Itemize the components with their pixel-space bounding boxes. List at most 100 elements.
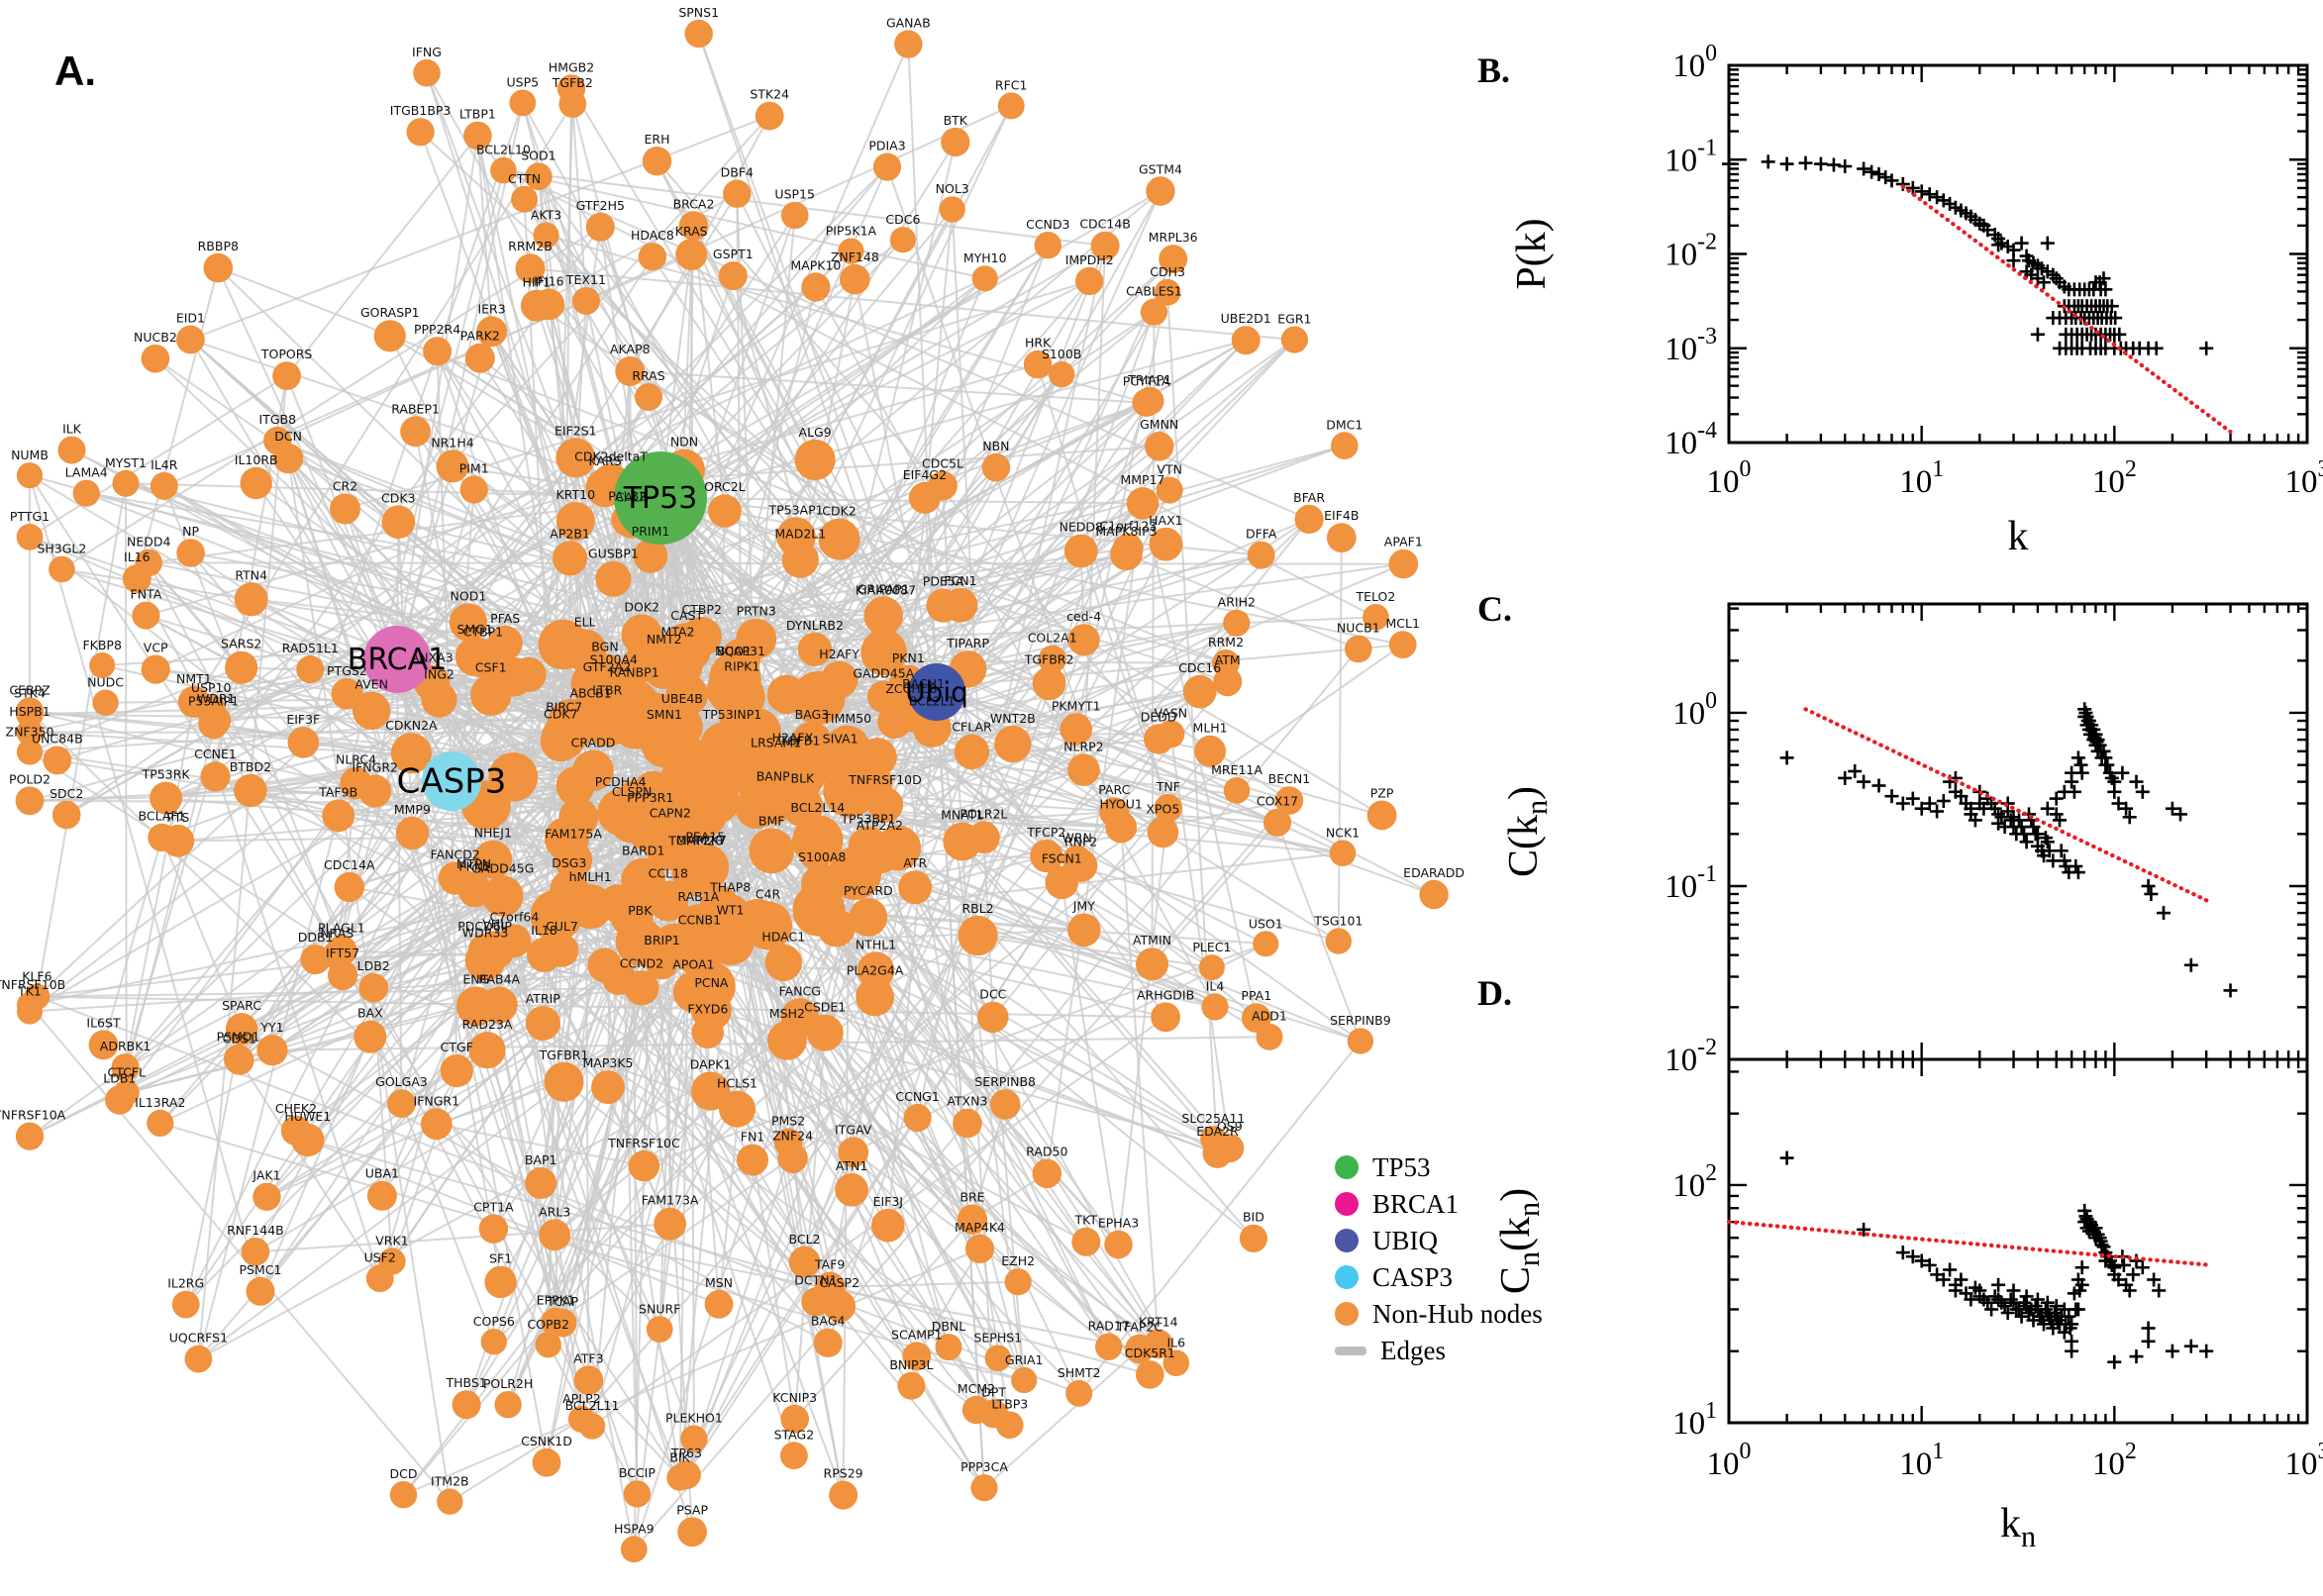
network-node [1136,948,1168,981]
node-label: TGFB1 [778,734,820,748]
node-swatch-icon [1335,1192,1359,1216]
node-label: NTHL1 [856,937,896,951]
node-label: MLH1 [1193,721,1228,736]
network-node [177,686,210,718]
node-label: ARHGDIB [1137,987,1194,1002]
node-label: CDK7 [544,706,578,721]
hub-node-casp3 [422,751,481,811]
node-label: IL2RG [167,1276,204,1291]
network-node [49,555,75,583]
axis-text: 102 [2092,1439,2137,1482]
node-label: GRIPAP1 [858,581,910,596]
node-label: MSN [705,1275,733,1290]
node-label: JMY [1072,898,1095,913]
plot-frame [1727,602,2309,1061]
network-node [240,466,272,500]
node-label: WDR1 [197,691,236,706]
node-label: YY1 [259,1020,283,1035]
node-label: PALB2 [608,489,647,504]
network-node [1038,645,1066,674]
network-node [897,1371,926,1400]
network-node [520,289,553,322]
node-label: PKMYT1 [1052,698,1101,713]
network-node [1067,913,1101,948]
node-label: MAPK10 [790,257,841,272]
panel-b-label: B. [1477,50,1511,90]
node-label: HSPA9 [614,1521,655,1536]
network-node [1140,298,1167,326]
node-label: CSF1 [475,659,507,674]
network-node [1419,879,1449,910]
network-node [1113,533,1144,564]
node-label: SNURF [639,1301,680,1316]
node-label: BCCIP [619,1465,656,1480]
node-label: TSG101 [1313,913,1363,928]
node-label: PLAGL1 [318,921,365,936]
network-node [16,700,44,729]
network-node [994,725,1032,763]
network-node [1182,674,1217,709]
panel-d-label: D. [1477,973,1512,1013]
node-label: ING2 [424,667,454,682]
node-label: RTN4 [235,567,267,582]
network-node [1146,176,1175,206]
node-label: BCL2L1 [909,694,956,709]
network-node [476,316,507,348]
node-label: MCM2 [958,1381,995,1396]
node-label: CRADD [571,736,616,750]
network-node [1126,487,1160,520]
node-label: MCL1 [1385,616,1419,631]
node-label: POLR2L [960,807,1007,822]
node-label: COX17 [1257,794,1298,809]
node-label: RAD51L1 [282,641,339,655]
network-node [691,1016,724,1049]
network-node [801,1287,831,1317]
node-label: FAM175A [545,827,602,842]
network-node-unlabeled [798,836,834,870]
network-node [571,287,600,315]
network-node [1239,1224,1267,1252]
node-label: NEDD8 [1060,520,1103,535]
network-node [436,449,469,483]
network-node [849,898,888,937]
node-label: VCP [144,641,168,655]
node-label: IL6ST [86,1015,121,1030]
node-label: KLF6 [22,969,51,984]
node-label: LRSAM1 [751,735,801,749]
network-node [556,502,595,541]
node-label: ATRIP [526,991,561,1006]
network-node [1144,432,1174,461]
network-node [16,739,44,765]
network-node [823,1289,856,1323]
panel-c-label: C. [1477,589,1512,629]
network-node [389,1481,418,1509]
network-node [482,875,524,917]
network-node [1067,624,1100,656]
network-node [753,783,794,825]
node-label: SHMT2 [1058,1365,1101,1380]
node-label: HCLS1 [717,1076,758,1091]
node-label: CCND2 [620,955,663,970]
edge-swatch-icon [1335,1346,1366,1355]
node-label: CDH3 [1150,264,1185,279]
node-label: XPO5 [1146,802,1179,817]
node-label: IL13RA2 [135,1095,185,1110]
node-label: SLC25A11 [1181,1111,1245,1126]
node-label: APLP2 [562,1391,601,1406]
network-node [1049,361,1075,388]
node-label: PCDHA4 [595,774,647,789]
node-label: LTBR [592,682,622,697]
network-node [322,799,355,833]
network-node [585,212,615,242]
node-label: PDE5A [923,573,964,588]
node-label: ARL3 [539,1204,570,1219]
network-node [556,438,596,478]
network-node [263,426,292,455]
network-node [490,156,517,184]
network-node [964,1234,995,1263]
node-label: FSCN1 [1042,850,1082,865]
node-label: PBK [628,903,653,918]
node-label: LDB2 [357,958,390,973]
